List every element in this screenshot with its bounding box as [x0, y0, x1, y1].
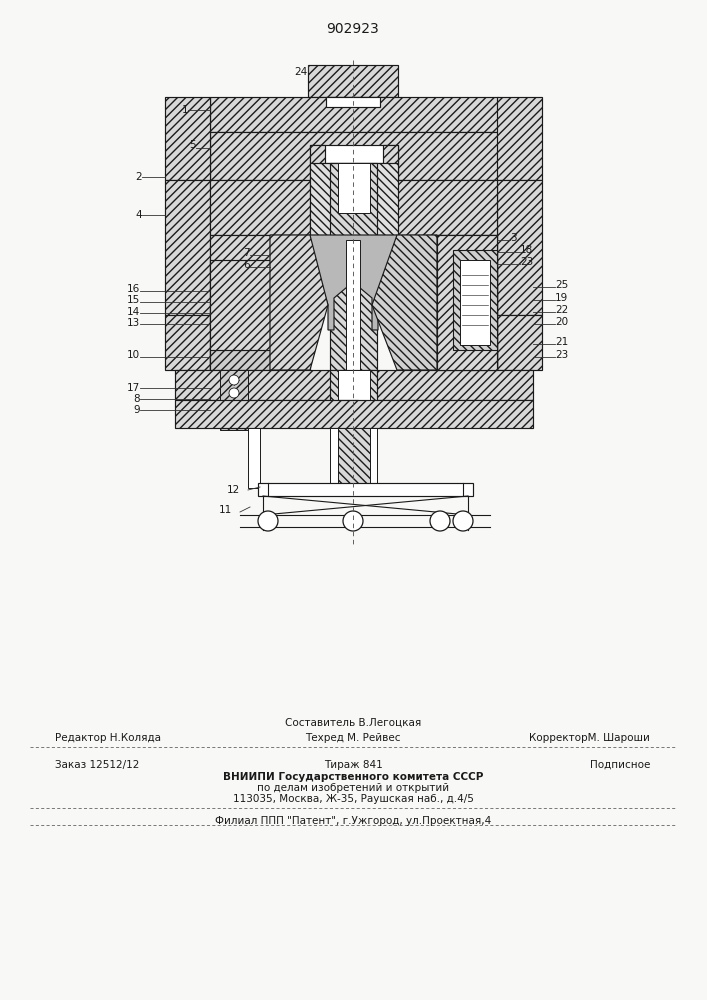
Bar: [437, 350, 497, 370]
Bar: [165, 315, 210, 370]
Bar: [383, 145, 398, 180]
Text: 12: 12: [227, 485, 240, 495]
Polygon shape: [270, 235, 328, 370]
Text: Техред М. Рейвес: Техред М. Рейвес: [305, 733, 401, 743]
Text: 17: 17: [127, 383, 140, 393]
Bar: [330, 370, 377, 425]
Bar: [497, 315, 542, 370]
Bar: [165, 180, 210, 315]
Text: 24: 24: [295, 67, 308, 77]
Circle shape: [258, 511, 278, 531]
Bar: [497, 97, 542, 180]
Text: Тираж 841: Тираж 841: [324, 760, 382, 770]
Text: 16: 16: [127, 284, 140, 294]
Bar: [210, 132, 498, 180]
Bar: [497, 180, 542, 315]
Text: 15: 15: [127, 295, 140, 305]
Bar: [220, 370, 248, 430]
Polygon shape: [372, 235, 437, 370]
Text: 22: 22: [555, 305, 568, 315]
Text: Филиал ППП "Патент", г.Ужгород, ул.Проектная,4: Филиал ППП "Патент", г.Ужгород, ул.Проек…: [215, 816, 491, 826]
Text: Заказ 12512/12: Заказ 12512/12: [55, 760, 139, 770]
Text: 19: 19: [555, 293, 568, 303]
Bar: [210, 97, 498, 132]
Bar: [338, 400, 358, 425]
Text: 10: 10: [127, 350, 140, 360]
Text: 7: 7: [243, 248, 250, 258]
Bar: [175, 370, 533, 400]
Text: по делам изобретений и открытий: по делам изобретений и открытий: [257, 783, 449, 793]
Circle shape: [453, 511, 473, 531]
Text: Подписное: Подписное: [590, 760, 650, 770]
Bar: [175, 400, 533, 428]
Text: 902923: 902923: [327, 22, 380, 36]
Text: 23: 23: [555, 350, 568, 360]
Text: 2: 2: [135, 172, 142, 182]
Bar: [397, 235, 437, 260]
Text: 11: 11: [218, 505, 232, 515]
Bar: [310, 145, 325, 180]
Bar: [308, 65, 398, 97]
Bar: [338, 370, 370, 425]
Bar: [210, 260, 270, 370]
Bar: [330, 428, 377, 488]
Bar: [165, 97, 210, 180]
Text: 9: 9: [134, 405, 140, 415]
Bar: [453, 250, 497, 350]
Text: 5: 5: [189, 140, 196, 150]
Text: Составитель В.Легоцкая: Составитель В.Легоцкая: [285, 718, 421, 728]
Text: 13: 13: [127, 318, 140, 328]
Bar: [210, 350, 270, 370]
Bar: [270, 235, 310, 260]
Bar: [210, 180, 310, 235]
Bar: [310, 145, 398, 163]
Text: Редактор Н.Коляда: Редактор Н.Коляда: [55, 733, 161, 743]
Circle shape: [343, 511, 363, 531]
Bar: [330, 163, 377, 370]
Text: 20: 20: [555, 317, 568, 327]
Text: 18: 18: [520, 245, 533, 255]
Bar: [338, 428, 370, 483]
Bar: [258, 483, 473, 496]
Circle shape: [229, 375, 239, 385]
Circle shape: [229, 388, 239, 398]
Text: 1: 1: [182, 105, 188, 115]
Text: 6: 6: [243, 260, 250, 270]
Text: 25: 25: [555, 280, 568, 290]
Text: 23: 23: [520, 257, 533, 267]
Bar: [338, 163, 370, 213]
Bar: [326, 97, 380, 107]
Bar: [460, 260, 490, 345]
Text: 21: 21: [555, 337, 568, 347]
Bar: [310, 163, 398, 235]
Bar: [248, 428, 260, 488]
Bar: [346, 240, 360, 370]
Text: КорректорМ. Шароши: КорректорМ. Шароши: [529, 733, 650, 743]
Text: 113035, Москва, Ж-35, Раушская наб., д.4/5: 113035, Москва, Ж-35, Раушская наб., д.4…: [233, 794, 474, 804]
Text: 3: 3: [510, 233, 517, 243]
Text: 8: 8: [134, 394, 140, 404]
Bar: [437, 260, 497, 370]
Text: 4: 4: [135, 210, 142, 220]
Bar: [437, 235, 497, 370]
Text: ВНИИПИ Государственного комитета СССР: ВНИИПИ Государственного комитета СССР: [223, 772, 483, 782]
Text: 14: 14: [127, 307, 140, 317]
Bar: [397, 180, 497, 235]
Bar: [210, 235, 310, 370]
Circle shape: [430, 511, 450, 531]
Polygon shape: [310, 235, 397, 330]
Bar: [397, 235, 497, 370]
